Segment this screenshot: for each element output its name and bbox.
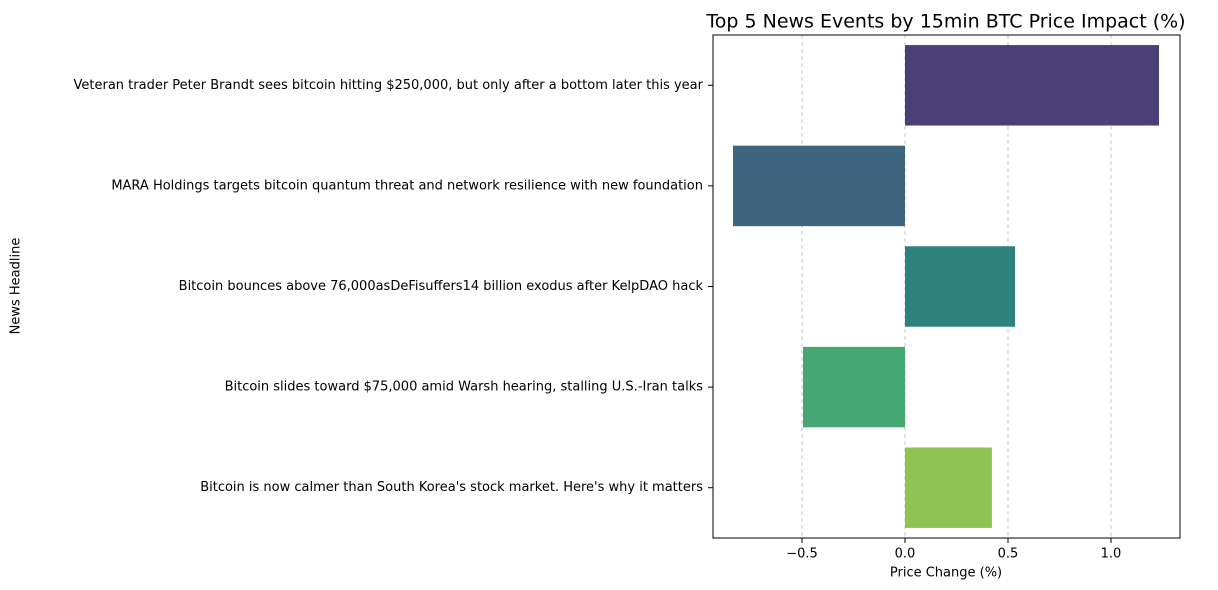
x-tick-label: 0.0 (895, 547, 916, 562)
x-tick-label: 0.5 (998, 547, 1019, 562)
bar (904, 246, 1015, 327)
y-tick-label: MARA Holdings targets bitcoin quantum th… (111, 178, 703, 193)
y-tick-label: Bitcoin is now calmer than South Korea's… (200, 480, 703, 495)
bar (904, 447, 992, 528)
bar (904, 45, 1159, 126)
chart-title: Top 5 News Events by 15min BTC Price Imp… (705, 11, 1185, 33)
bar (732, 145, 905, 227)
bar (803, 346, 905, 428)
y-tick-label: Bitcoin bounces above 76,000asDeFisuffer… (179, 279, 704, 294)
x-axis-label: Price Change (%) (890, 566, 1002, 581)
y-tick-label: Bitcoin slides toward $75,000 amid Warsh… (225, 380, 704, 395)
y-axis-label: News Headline (9, 238, 24, 335)
x-tick-label: −0.5 (786, 547, 818, 562)
plot-frame (712, 34, 1181, 539)
x-tick-label: 1.0 (1101, 547, 1122, 562)
y-tick-label: Veteran trader Peter Brandt sees bitcoin… (74, 78, 704, 93)
